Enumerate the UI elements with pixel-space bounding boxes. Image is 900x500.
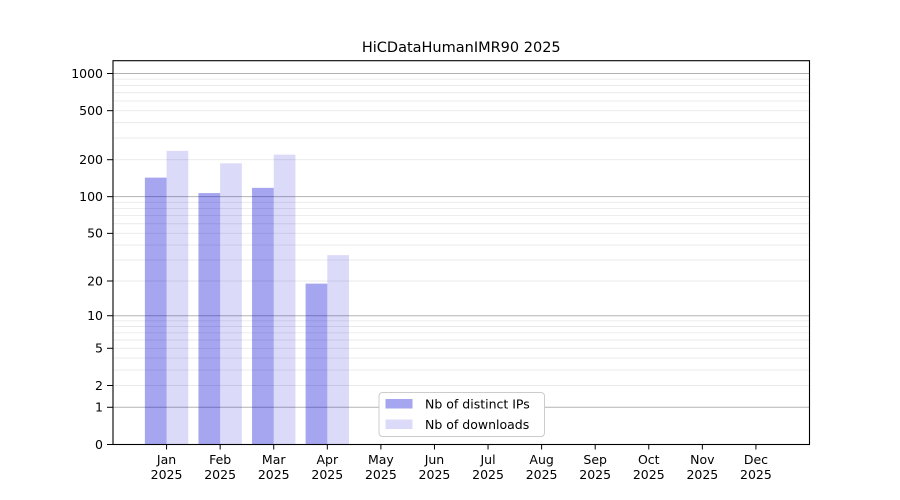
x-tick-label-year-mar: 2025 bbox=[258, 467, 290, 482]
y-tick-label-1000: 1000 bbox=[71, 66, 103, 81]
y-tick-label-0: 0 bbox=[95, 437, 103, 452]
bar-distinct-ips-mar bbox=[252, 187, 274, 445]
y-tick-label-500: 500 bbox=[79, 103, 103, 118]
x-tick-label-month-mar: Mar bbox=[262, 452, 286, 467]
legend-swatch-downloads bbox=[385, 419, 413, 429]
y-tick-label-100: 100 bbox=[79, 189, 103, 204]
legend-box bbox=[378, 392, 545, 437]
y-tick-label-10: 10 bbox=[87, 308, 103, 323]
legend-label-downloads: Nb of downloads bbox=[425, 417, 529, 432]
x-tick-label-month-jan: Jan bbox=[156, 452, 176, 467]
x-tick-label-month-nov: Nov bbox=[690, 452, 715, 467]
x-tick-label-month-may: May bbox=[368, 452, 394, 467]
x-tick-label-month-feb: Feb bbox=[209, 452, 231, 467]
x-tick-label-year-jan: 2025 bbox=[151, 467, 183, 482]
y-tick-label-200: 200 bbox=[79, 152, 103, 167]
axis-ticks-and-labels: 01251020501002005001000Jan2025Feb2025Mar… bbox=[71, 66, 772, 482]
bar-distinct-ips-feb bbox=[198, 193, 221, 445]
x-tick-label-year-may: 2025 bbox=[365, 467, 397, 482]
bar-distinct-ips-apr bbox=[305, 283, 328, 445]
x-tick-label-month-aug: Aug bbox=[529, 452, 553, 467]
x-tick-label-year-dec: 2025 bbox=[740, 467, 772, 482]
x-tick-label-year-feb: 2025 bbox=[204, 467, 236, 482]
chart-title: HiCDataHumanIMR90 2025 bbox=[362, 40, 561, 56]
bar-downloads-mar bbox=[273, 154, 296, 445]
bar-distinct-ips-jan bbox=[144, 177, 167, 445]
x-tick-label-year-jun: 2025 bbox=[419, 467, 451, 482]
x-tick-label-month-oct: Oct bbox=[638, 452, 660, 467]
x-tick-label-month-dec: Dec bbox=[744, 452, 768, 467]
x-tick-label-month-jul: Jul bbox=[479, 452, 495, 467]
legend-label-distinct-ips: Nb of distinct IPs bbox=[425, 397, 530, 412]
y-tick-label-20: 20 bbox=[87, 273, 103, 288]
x-tick-label-year-jul: 2025 bbox=[472, 467, 504, 482]
x-tick-label-year-nov: 2025 bbox=[686, 467, 718, 482]
y-tick-label-2: 2 bbox=[95, 378, 103, 393]
x-tick-label-year-apr: 2025 bbox=[311, 467, 343, 482]
x-tick-label-year-aug: 2025 bbox=[526, 467, 558, 482]
y-tick-label-1: 1 bbox=[95, 400, 103, 415]
bars bbox=[144, 150, 350, 445]
plot-border bbox=[112, 60, 811, 446]
bar-downloads-apr bbox=[327, 255, 350, 445]
x-tick-label-month-jun: Jun bbox=[424, 452, 445, 467]
y-tick-label-50: 50 bbox=[87, 226, 103, 241]
bar-downloads-feb bbox=[220, 163, 242, 445]
y-tick-label-5: 5 bbox=[95, 341, 103, 356]
x-tick-label-month-apr: Apr bbox=[316, 452, 338, 467]
legend: Nb of distinct IPs Nb of downloads bbox=[378, 392, 545, 437]
x-tick-label-year-sep: 2025 bbox=[579, 467, 611, 482]
bar-downloads-jan bbox=[166, 150, 189, 445]
legend-swatch-distinct-ips bbox=[385, 399, 413, 409]
x-tick-label-year-oct: 2025 bbox=[633, 467, 665, 482]
x-tick-label-month-sep: Sep bbox=[583, 452, 607, 467]
